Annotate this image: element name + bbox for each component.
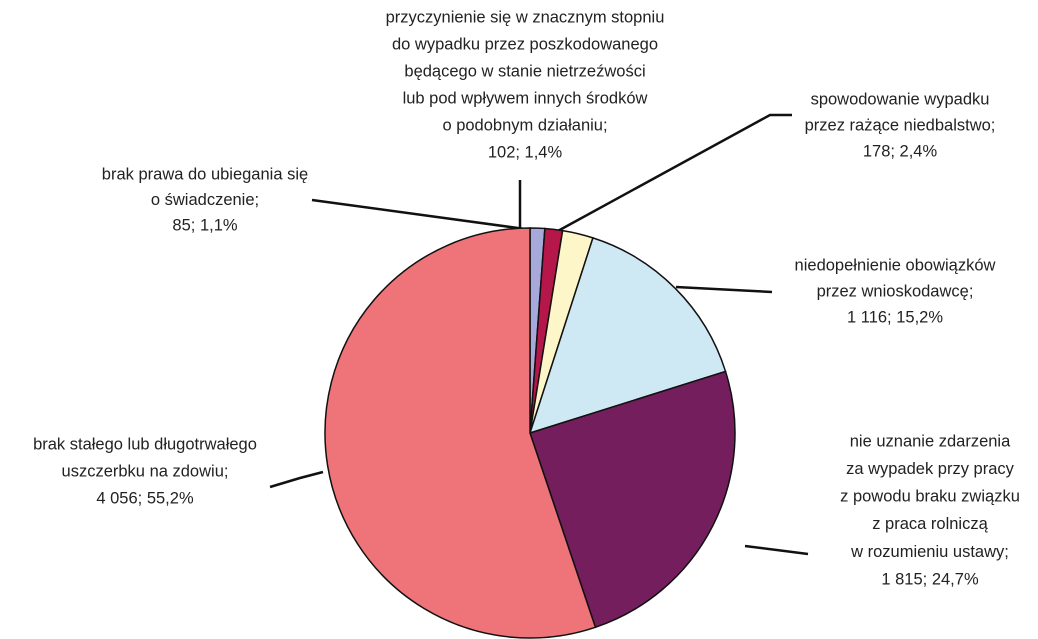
slice-label: lub pod wpływem innych środków [403,89,648,107]
pie-slice [529,370,736,629]
slice-label: spowodowanie wypadku [811,90,990,108]
slice-label: z powodu braku związku [840,488,1020,506]
slice-label: niedopełnienie obowiązków [795,256,996,274]
slice-label: brak prawa do ubiegania się [102,165,308,183]
slice-label: za wypadek przy pracy [846,460,1015,478]
slice-label: brak stałego lub długotrwałego [33,435,257,453]
pie-slice [324,227,597,639]
pie-slice [528,236,727,435]
slice-label: przyczynienie się w znacznym stopniu [386,8,665,26]
value-label: 85; 1,1% [172,216,237,234]
leader-line [311,198,526,231]
slice-label: do wypadku przez poszkodowanego [392,35,658,53]
slice-label: będącego w stanie nietrzeźwości [404,62,645,80]
slice-label: przez rażące niedbalstwo; [805,116,996,134]
leader-line [675,285,773,294]
value-label: 1 116; 15,2% [847,308,943,326]
slice-label: uszczerbku na zdowiu; [62,462,229,480]
slice-label: przez wnioskodawcę; [817,282,974,300]
value-label: 4 056; 55,2% [96,489,194,507]
slice-label: o świadczenie; [151,191,259,209]
slice-label: z praca rolniczą [872,515,988,533]
leader-line [744,544,809,556]
slice-label: o podobnym działaniu; [442,116,607,134]
slice-label: w rozumieniu ustawy; [850,543,1009,561]
leader-line [269,470,324,489]
value-label: 178; 2,4% [863,142,938,160]
leader-line [555,113,792,234]
value-label: 1 815; 24,7% [881,570,979,588]
slice-label: nie uznanie zdarzenia [850,432,1011,450]
leader-lines [269,113,809,556]
value-label: 102; 1,4% [488,143,563,161]
